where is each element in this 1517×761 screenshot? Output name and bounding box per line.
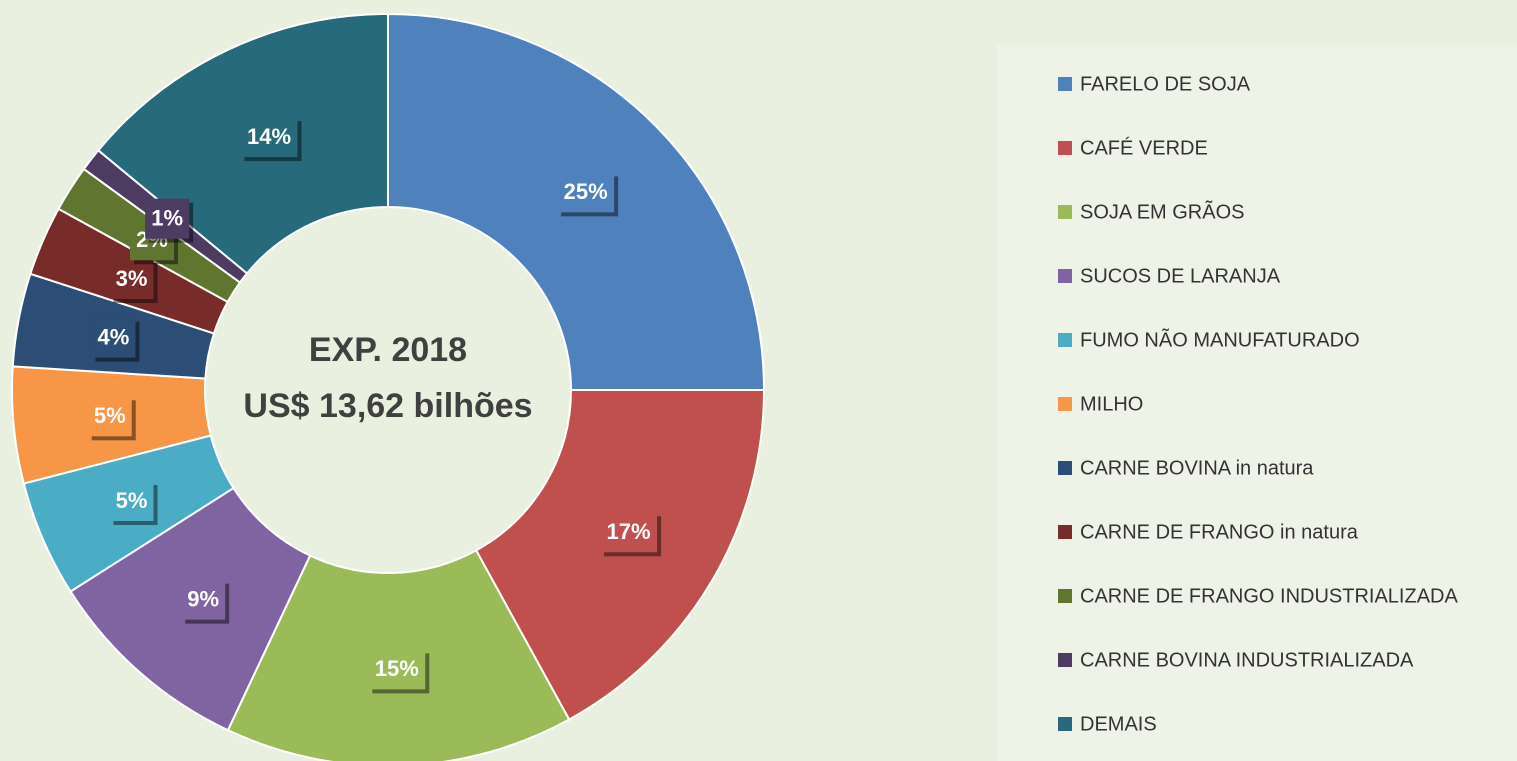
legend-swatch — [1058, 333, 1072, 347]
label-box — [109, 481, 154, 522]
legend-label: SOJA EM GRÃOS — [1080, 199, 1244, 223]
legend-label: CARNE BOVINA INDUSTRIALIZADA — [1080, 649, 1414, 671]
legend-swatch — [1058, 269, 1072, 283]
label-box — [557, 172, 615, 213]
legend: FARELO DE SOJA CAFÉ VERDE SOJA EM GRÃOS SUC… — [1058, 73, 1458, 735]
data-label: 25% — [564, 179, 608, 204]
legend-swatch — [1058, 397, 1072, 411]
label-box — [91, 317, 136, 358]
legend-label: SUCOS DE LARANJA — [1080, 265, 1281, 287]
legend-label: DEMAIS — [1080, 713, 1157, 735]
legend-swatch — [1058, 461, 1072, 475]
legend-label: FUMO NÃO MANUFATURADO — [1080, 327, 1360, 351]
data-label: 14% — [247, 124, 291, 149]
data-label: 17% — [607, 519, 651, 544]
label-box — [87, 396, 132, 437]
center-subtitle: US$ 13,62 bilhões — [243, 387, 532, 425]
data-label: 3% — [116, 266, 148, 291]
legend-box — [997, 45, 1517, 761]
legend-label: CARNE BOVINA in natura — [1080, 457, 1314, 479]
legend-swatch — [1058, 653, 1072, 667]
label-box — [600, 512, 658, 553]
legend-swatch — [1058, 141, 1072, 155]
label-box — [181, 579, 226, 620]
data-label: 1% — [151, 206, 183, 231]
data-label: 15% — [375, 656, 419, 681]
label-box — [240, 117, 298, 158]
center-title: EXP. 2018 — [309, 331, 467, 369]
legend-swatch — [1058, 717, 1072, 731]
legend-swatch — [1058, 205, 1072, 219]
data-label: 9% — [187, 586, 219, 611]
legend-label: CARNE DE FRANGO INDUSTRIALIZADA — [1080, 585, 1458, 607]
legend-label: CARNE DE FRANGO in natura — [1080, 521, 1359, 543]
legend-swatch — [1058, 77, 1072, 91]
label-box — [368, 649, 426, 690]
label-box — [145, 198, 190, 239]
data-label: 5% — [94, 403, 126, 428]
legend-swatch — [1058, 525, 1072, 539]
data-label: 4% — [98, 324, 130, 349]
data-label: 5% — [116, 488, 148, 513]
legend-swatch — [1058, 589, 1072, 603]
label-box — [109, 258, 154, 299]
legend-label: FARELO DE SOJA — [1080, 73, 1251, 95]
legend-label: CAFÉ VERDE — [1080, 136, 1208, 159]
data-labels: 25%17%15%9%5%5%4%3%2%1%14% — [87, 117, 662, 694]
legend-label: MILHO — [1080, 393, 1143, 415]
slice — [474, 389, 766, 721]
